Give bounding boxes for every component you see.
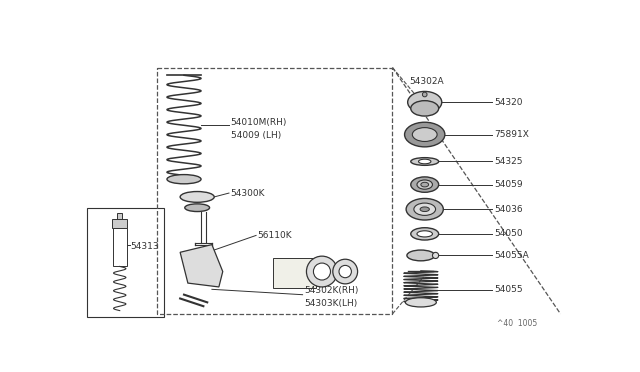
Ellipse shape [417, 231, 433, 237]
Ellipse shape [419, 159, 431, 164]
Ellipse shape [411, 228, 438, 240]
Circle shape [339, 265, 351, 278]
Bar [157, 68, 392, 314]
Text: 54050: 54050 [494, 230, 523, 238]
Bar [112, 219, 127, 228]
Circle shape [333, 259, 358, 284]
Ellipse shape [408, 92, 442, 113]
Ellipse shape [411, 158, 438, 165]
Text: 54320: 54320 [494, 98, 523, 107]
Ellipse shape [406, 198, 444, 220]
Text: 54300K: 54300K [230, 189, 265, 198]
Ellipse shape [412, 128, 437, 141]
Text: 54055: 54055 [494, 285, 523, 294]
Polygon shape [180, 245, 223, 287]
Text: ^40  1005: ^40 1005 [497, 319, 537, 328]
Circle shape [307, 256, 337, 287]
Ellipse shape [405, 298, 436, 307]
Text: 54302K(RH): 54302K(RH) [304, 286, 358, 295]
Ellipse shape [414, 203, 436, 215]
Ellipse shape [185, 204, 209, 212]
Text: 54302A: 54302A [409, 77, 444, 86]
Circle shape [314, 263, 330, 280]
Bar [273, 258, 316, 288]
Text: 54055A: 54055A [494, 251, 529, 260]
Ellipse shape [421, 182, 429, 187]
Ellipse shape [411, 177, 438, 192]
Text: 54009 (LH): 54009 (LH) [230, 131, 281, 140]
Text: 75891X: 75891X [494, 130, 529, 139]
Ellipse shape [180, 192, 214, 202]
Ellipse shape [417, 180, 433, 189]
Ellipse shape [420, 207, 429, 212]
Text: 54059: 54059 [494, 180, 523, 189]
Text: 54325: 54325 [494, 157, 523, 166]
Text: 54010M(RH): 54010M(RH) [230, 119, 287, 128]
Ellipse shape [404, 122, 445, 147]
Circle shape [422, 92, 427, 97]
Bar [113, 228, 127, 266]
Ellipse shape [167, 174, 201, 184]
Text: 54303K(LH): 54303K(LH) [304, 299, 357, 308]
Ellipse shape [407, 250, 435, 261]
Circle shape [433, 252, 438, 259]
Ellipse shape [411, 101, 438, 116]
Text: 56110K: 56110K [258, 231, 292, 240]
Bar [88, 208, 164, 317]
Bar [117, 212, 122, 219]
Text: 54036: 54036 [494, 205, 523, 214]
Text: 54313: 54313 [131, 242, 159, 251]
